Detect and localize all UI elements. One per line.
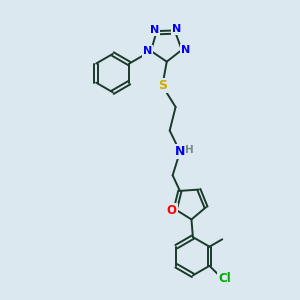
Text: N: N xyxy=(181,45,190,55)
Text: N: N xyxy=(143,46,152,56)
Text: O: O xyxy=(167,204,177,217)
Text: S: S xyxy=(158,79,167,92)
Text: N: N xyxy=(172,24,181,34)
Text: N: N xyxy=(175,145,185,158)
Text: Cl: Cl xyxy=(218,272,231,285)
Text: H: H xyxy=(185,145,194,155)
Text: N: N xyxy=(150,25,159,35)
